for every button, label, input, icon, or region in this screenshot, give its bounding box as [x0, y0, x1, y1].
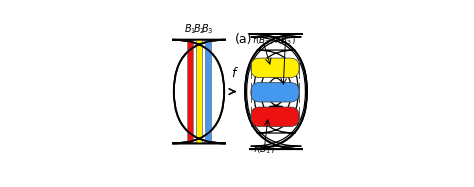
- Text: (a): (a): [235, 33, 252, 45]
- FancyBboxPatch shape: [251, 107, 299, 126]
- FancyBboxPatch shape: [254, 50, 298, 133]
- FancyBboxPatch shape: [173, 40, 226, 143]
- Text: $B_3$: $B_3$: [201, 22, 214, 36]
- Text: $f(B_1)$: $f(B_1)$: [253, 144, 275, 156]
- Bar: [187, 40, 193, 143]
- Text: $B_1$: $B_1$: [184, 22, 197, 36]
- FancyBboxPatch shape: [261, 63, 291, 120]
- FancyBboxPatch shape: [251, 82, 299, 102]
- Text: $f$: $f$: [231, 66, 239, 80]
- Text: $f(B_3)$: $f(B_3)$: [274, 34, 296, 47]
- Bar: [205, 40, 210, 143]
- FancyBboxPatch shape: [268, 77, 284, 107]
- FancyBboxPatch shape: [246, 37, 305, 146]
- FancyBboxPatch shape: [245, 34, 307, 149]
- Text: $B_2$: $B_2$: [193, 22, 205, 36]
- Bar: [196, 40, 202, 143]
- Text: $f(B_2)$: $f(B_2)$: [252, 34, 273, 47]
- FancyBboxPatch shape: [251, 58, 299, 78]
